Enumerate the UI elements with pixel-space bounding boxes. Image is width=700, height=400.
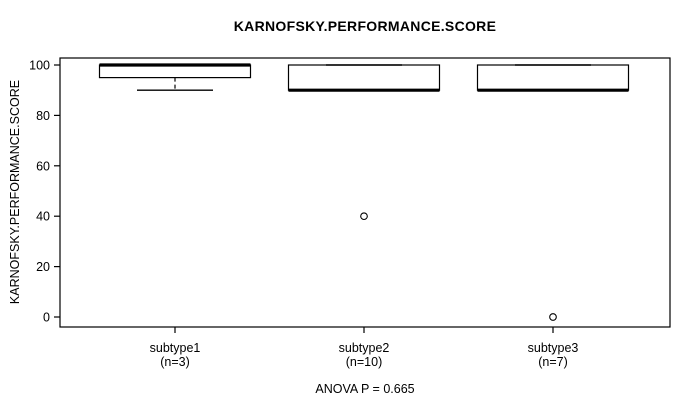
x-category-label: subtype1 [150,341,201,355]
y-axis-tick-label: 20 [36,260,50,274]
iqr-box [476,64,630,91]
outlier-point [549,313,557,321]
chart-title: KARNOFSKY.PERFORMANCE.SCORE [233,18,497,34]
x-category-label: subtype2 [339,341,390,355]
y-axis-tick-label: 60 [36,159,50,173]
anova-p-annotation: ANOVA P = 0.665 [315,382,415,396]
x-category-n-label: (n=7) [538,355,568,369]
x-category-n-label: (n=3) [160,355,190,369]
iqr-box [98,64,252,79]
x-category-label: subtype3 [528,341,579,355]
y-axis-tick-label: 80 [36,109,50,123]
iqr-box [287,64,441,91]
plot-border [59,57,671,328]
y-axis-tick-label: 100 [29,59,50,73]
y-axis-tick-label: 40 [36,210,50,224]
y-axis-tick-label: 0 [43,311,50,325]
outlier-point [360,212,368,221]
x-category-n-label: (n=10) [346,355,382,369]
